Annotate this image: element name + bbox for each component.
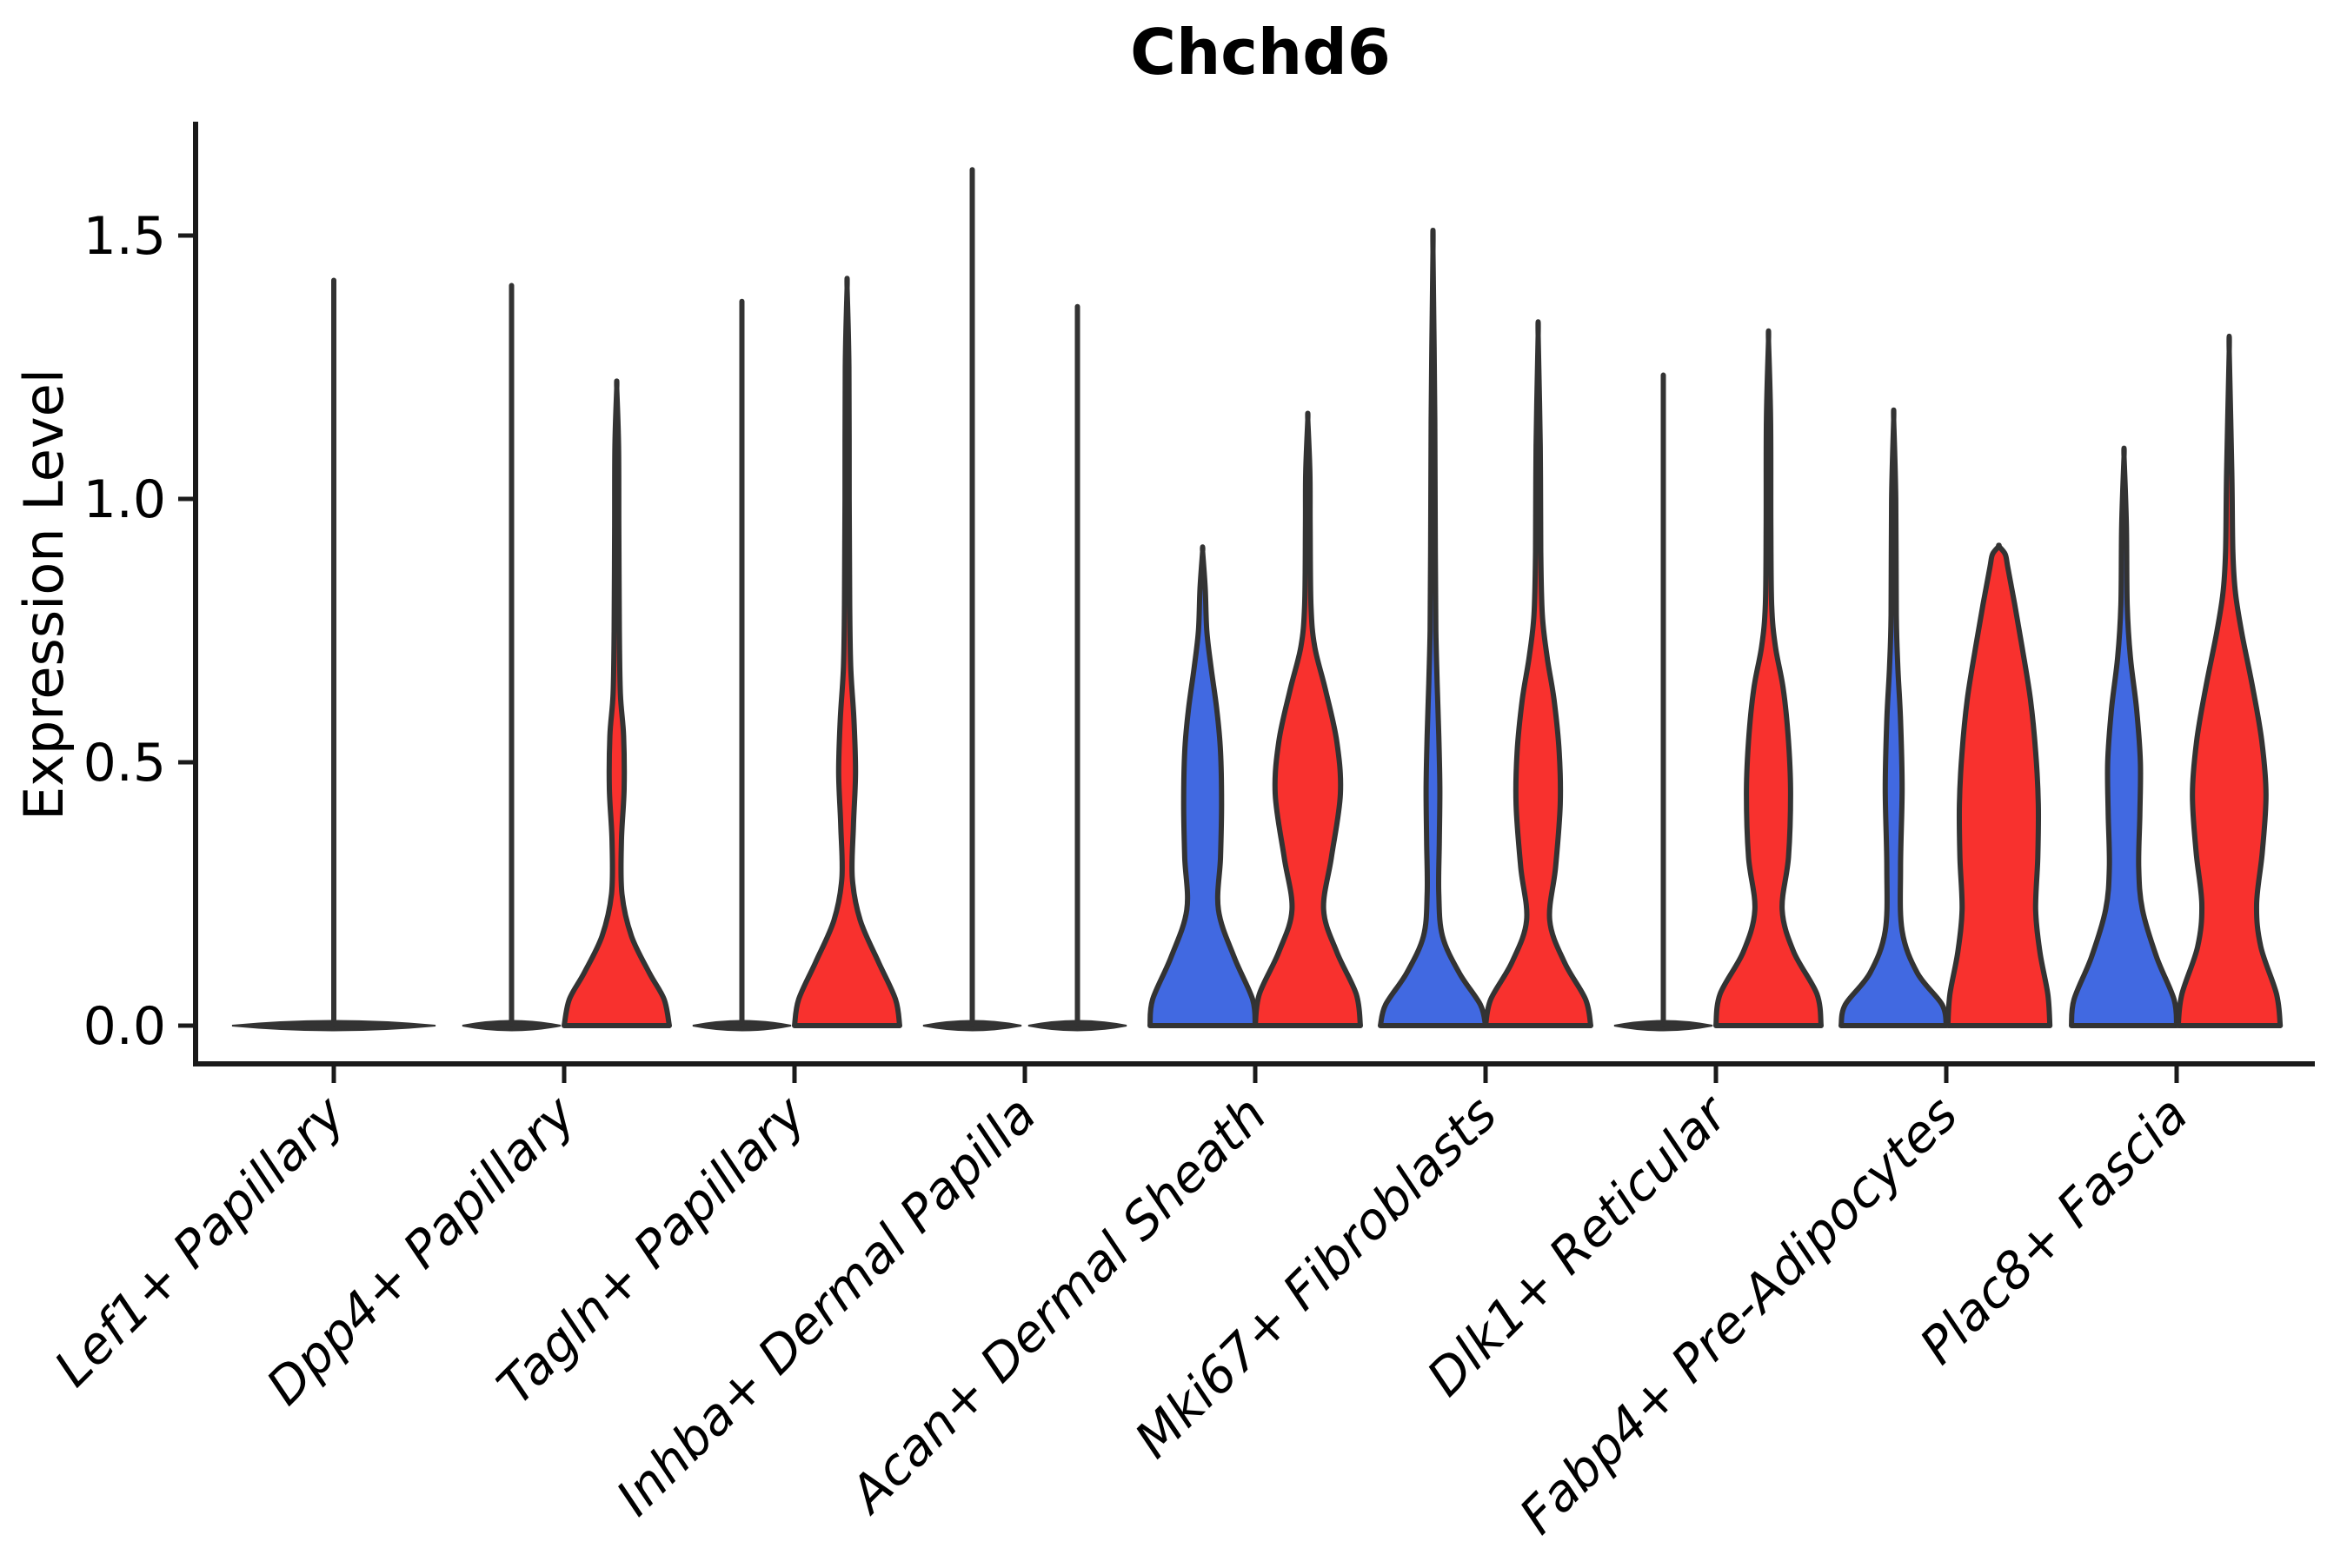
violin-group-dpp4-papillary: [462, 282, 672, 1032]
violins-layer: [231, 167, 2284, 1032]
violin-group-dlk1-reticular: [1613, 328, 1824, 1032]
y-tick-label: 0.5: [83, 733, 166, 794]
x-tick-label-acan-dermal-sheath: Acan+ Dermal Sheath: [836, 1085, 1278, 1526]
x-tick-label-fabp4-pre-adipocytes: Fabp4+ Pre-Adipocytes: [1508, 1085, 1969, 1545]
violin-mki67-fibroblasts-blue-body: [1378, 228, 1488, 1028]
violin-fabp4-pre-adipocytes-blue-body: [1838, 407, 1949, 1028]
violin-group-tagln-papillary: [692, 276, 902, 1032]
x-tick-label-inhba-dermal-papilla: Inhba+ Dermal Papilla: [605, 1085, 1047, 1527]
violin-plac8-fascia-red-body: [2175, 333, 2284, 1028]
y-axis-label: Expression Level: [12, 369, 76, 821]
y-tick-label: 1.5: [83, 206, 166, 267]
y-tick-label: 0.0: [83, 996, 166, 1057]
violin-plac8-fascia-blue-body: [2069, 445, 2179, 1028]
violin-acan-dermal-sheath-red-body: [1253, 410, 1363, 1028]
violin-dlk1-reticular-red-body: [1713, 328, 1824, 1028]
violin-group-mki67-fibroblasts: [1378, 228, 1593, 1028]
violin-group-acan-dermal-sheath: [1147, 410, 1363, 1028]
violin-mki67-fibroblasts-red-body: [1483, 319, 1593, 1028]
violin-acan-dermal-sheath-blue-body: [1147, 544, 1258, 1028]
y-tick-label: 1.0: [83, 469, 166, 530]
violin-fabp4-pre-adipocytes-red-body: [1945, 542, 2053, 1028]
violin-group-inhba-dermal-papilla: [922, 167, 1127, 1032]
violin-group-plac8-fascia: [2069, 333, 2284, 1028]
violin-dpp4-papillary-red-body: [562, 378, 672, 1028]
violin-group-lef1-papillary: [231, 277, 436, 1032]
chart-title: Chchd6: [1130, 16, 1391, 89]
violin-group-fabp4-pre-adipocytes: [1838, 407, 2053, 1028]
violin-tagln-papillary-red-body: [792, 276, 902, 1028]
